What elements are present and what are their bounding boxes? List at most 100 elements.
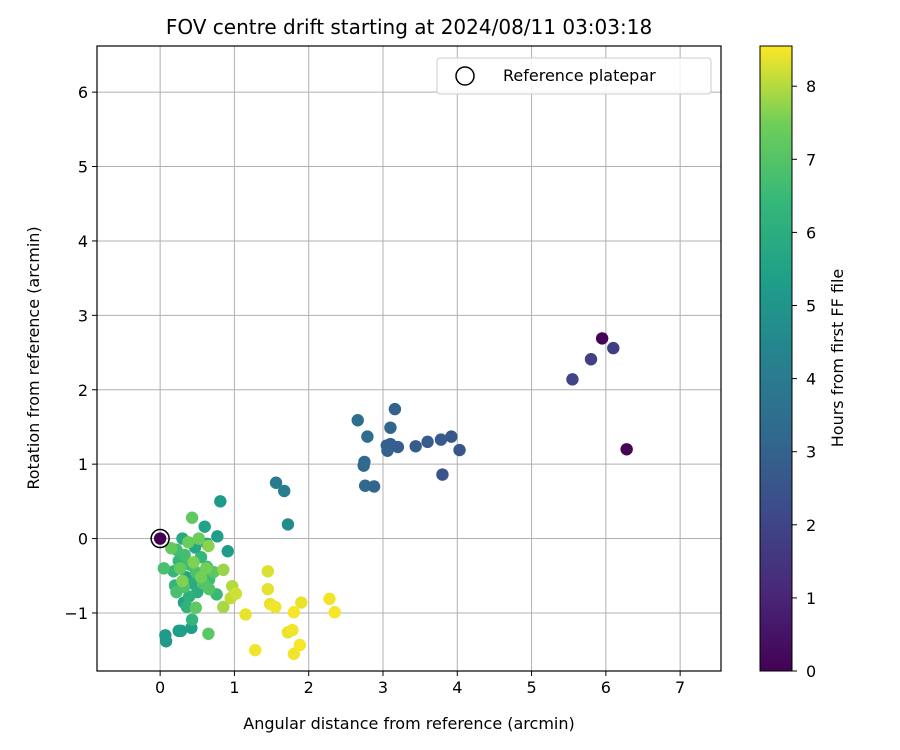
data-point — [172, 624, 185, 638]
x-axis-label: Angular distance from reference (arcmin) — [243, 714, 574, 733]
colorbar: 0 1 2 3 4 5 6 7 8 Hours from first FF file — [759, 45, 847, 681]
data-point — [607, 341, 620, 355]
data-point — [174, 562, 187, 575]
x-tick-label: 2 — [304, 678, 314, 697]
colorbar-tick-label: 5 — [806, 297, 816, 316]
data-point — [388, 402, 402, 416]
data-point — [211, 530, 224, 543]
colorbar-ticks: 0 1 2 3 4 5 6 7 8 — [792, 77, 816, 681]
legend: Reference platepar — [436, 57, 712, 95]
data-point — [189, 601, 202, 614]
chart-title: FOV centre drift starting at 2024/08/11 … — [166, 15, 652, 39]
reference-marker — [150, 528, 170, 549]
data-point — [249, 643, 262, 657]
data-point — [323, 592, 336, 606]
data-point — [176, 574, 189, 588]
data-point — [187, 556, 200, 569]
data-point — [192, 532, 205, 545]
colorbar-tick-label: 3 — [806, 443, 816, 462]
data-point — [202, 627, 215, 640]
colorbar-tick-label: 1 — [806, 589, 816, 608]
data-point — [185, 613, 199, 626]
data-point — [381, 444, 394, 457]
data-point — [287, 647, 301, 661]
colorbar-label: Hours from first FF file — [828, 269, 847, 448]
data-point — [217, 563, 230, 577]
data-point — [202, 582, 216, 596]
y-tick-label: 3 — [78, 306, 88, 325]
y-tick-label: −1 — [64, 604, 88, 623]
data-point — [453, 443, 466, 457]
x-tick-label: 5 — [526, 678, 536, 697]
data-point — [261, 565, 275, 578]
y-tick-label: 2 — [78, 381, 88, 400]
y-axis-label: Rotation from reference (arcmin) — [24, 226, 43, 489]
colorbar-tick-label: 0 — [806, 662, 816, 681]
plot-frame — [96, 45, 722, 672]
data-point — [295, 596, 308, 609]
data-point — [409, 440, 422, 453]
legend-label: Reference platepar — [503, 66, 656, 85]
data-point — [358, 479, 372, 492]
y-tick-label: 1 — [78, 455, 88, 474]
data-point — [287, 606, 301, 619]
data-point — [194, 571, 208, 584]
data-point — [269, 600, 282, 614]
colorbar-tick-label: 6 — [806, 223, 816, 242]
data-point — [278, 484, 291, 498]
data-point — [217, 600, 230, 614]
data-point — [159, 629, 172, 642]
x-tick-label: 7 — [675, 678, 685, 697]
colorbar-frame — [759, 45, 793, 672]
colorbar-tick-label: 8 — [806, 77, 816, 96]
colorbar-tick-label: 4 — [806, 370, 816, 389]
y-tick-label: 0 — [78, 530, 88, 549]
x-tick-label: 1 — [229, 678, 239, 697]
colorbar-tick-label: 7 — [806, 150, 816, 169]
points — [153, 332, 633, 661]
data-point — [286, 623, 299, 637]
y-ticks: −1 0 1 2 3 4 5 6 — [64, 83, 97, 623]
data-point — [281, 518, 295, 531]
data-point — [358, 455, 371, 469]
data-point — [261, 582, 275, 596]
y-tick-label: 5 — [78, 158, 88, 177]
colorbar-gradient — [760, 46, 792, 671]
data-point — [445, 430, 458, 443]
data-point — [185, 511, 199, 524]
data-point — [153, 532, 167, 545]
data-point — [436, 468, 449, 481]
x-tick-label: 3 — [378, 678, 388, 697]
colorbar-tick-label: 2 — [806, 516, 816, 535]
data-point — [221, 545, 234, 558]
data-point — [180, 600, 194, 614]
data-point — [182, 590, 196, 603]
data-point — [367, 480, 381, 493]
data-point — [566, 373, 579, 386]
data-point — [351, 414, 364, 427]
data-point — [584, 353, 598, 366]
legend-box — [436, 57, 712, 95]
x-ticks: 0 1 2 3 4 5 6 7 — [155, 671, 685, 697]
legend-marker — [455, 66, 475, 86]
data-point — [361, 430, 374, 443]
x-tick-label: 6 — [601, 678, 611, 697]
y-tick-label: 4 — [78, 232, 88, 251]
data-point — [182, 536, 195, 549]
data-point — [421, 435, 434, 449]
data-point — [214, 495, 227, 508]
data-point — [269, 476, 283, 489]
data-point — [328, 606, 341, 619]
x-tick-label: 4 — [452, 678, 462, 697]
data-point — [384, 421, 397, 434]
data-point — [595, 332, 609, 345]
data-point — [202, 539, 215, 553]
data-point — [239, 608, 252, 621]
data-point — [293, 638, 306, 652]
x-tick-label: 0 — [155, 678, 165, 697]
y-tick-label: 6 — [78, 83, 88, 102]
data-point — [229, 587, 243, 600]
grid — [97, 46, 721, 671]
data-point — [165, 542, 178, 555]
